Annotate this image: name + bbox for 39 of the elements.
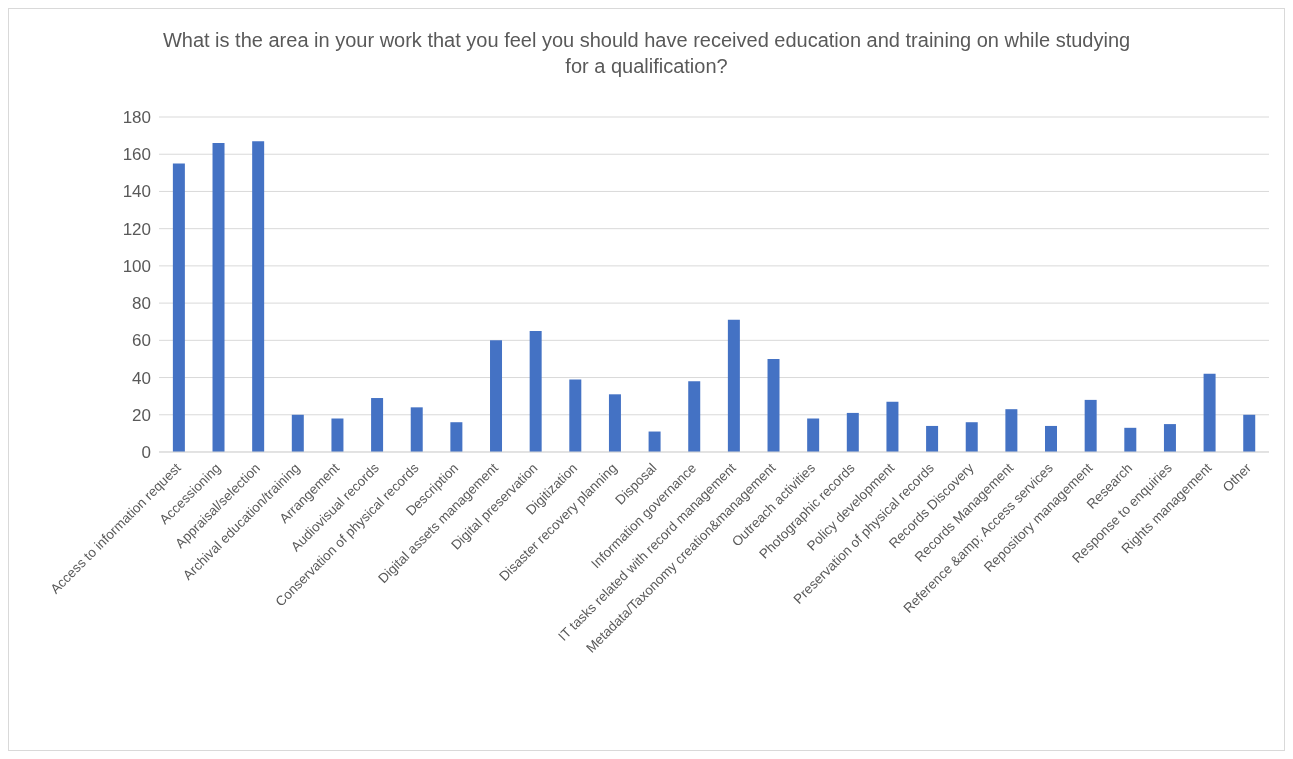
y-tick-label: 60 xyxy=(132,331,151,351)
bar xyxy=(1124,427,1137,452)
y-tick-label: 160 xyxy=(122,145,151,165)
bar xyxy=(529,331,542,452)
y-tick-label: 140 xyxy=(122,182,151,202)
bar xyxy=(569,379,582,452)
bar xyxy=(767,358,780,452)
bar xyxy=(252,141,265,452)
y-tick-label: 0 xyxy=(141,443,151,463)
bar xyxy=(291,414,304,452)
bar xyxy=(727,319,740,452)
y-tick-label: 80 xyxy=(132,294,151,314)
bar xyxy=(846,412,859,452)
y-tick-label: 180 xyxy=(122,108,151,128)
y-tick-label: 40 xyxy=(132,368,151,388)
bar xyxy=(1243,414,1256,452)
y-tick-label: 20 xyxy=(132,405,151,425)
bar xyxy=(1203,373,1216,452)
bar xyxy=(450,422,463,452)
bar xyxy=(1084,399,1097,452)
bar xyxy=(648,431,661,452)
bar xyxy=(410,407,423,452)
y-tick-label: 100 xyxy=(122,256,151,276)
bar xyxy=(371,398,384,452)
bar xyxy=(608,394,621,452)
bar xyxy=(926,425,939,452)
bar xyxy=(886,401,899,452)
bar xyxy=(490,340,503,452)
bar xyxy=(1045,425,1058,452)
bar xyxy=(172,163,185,452)
bar xyxy=(1005,409,1018,452)
bar xyxy=(1163,424,1176,452)
bar xyxy=(807,418,820,452)
bar xyxy=(688,381,701,452)
y-tick-label: 120 xyxy=(122,219,151,239)
chart-title: What is the area in your work that you feel you should have received education and training on while studying for a qualification? xyxy=(161,28,1132,79)
bar xyxy=(965,422,978,452)
bar xyxy=(331,418,344,452)
bar xyxy=(212,143,225,452)
